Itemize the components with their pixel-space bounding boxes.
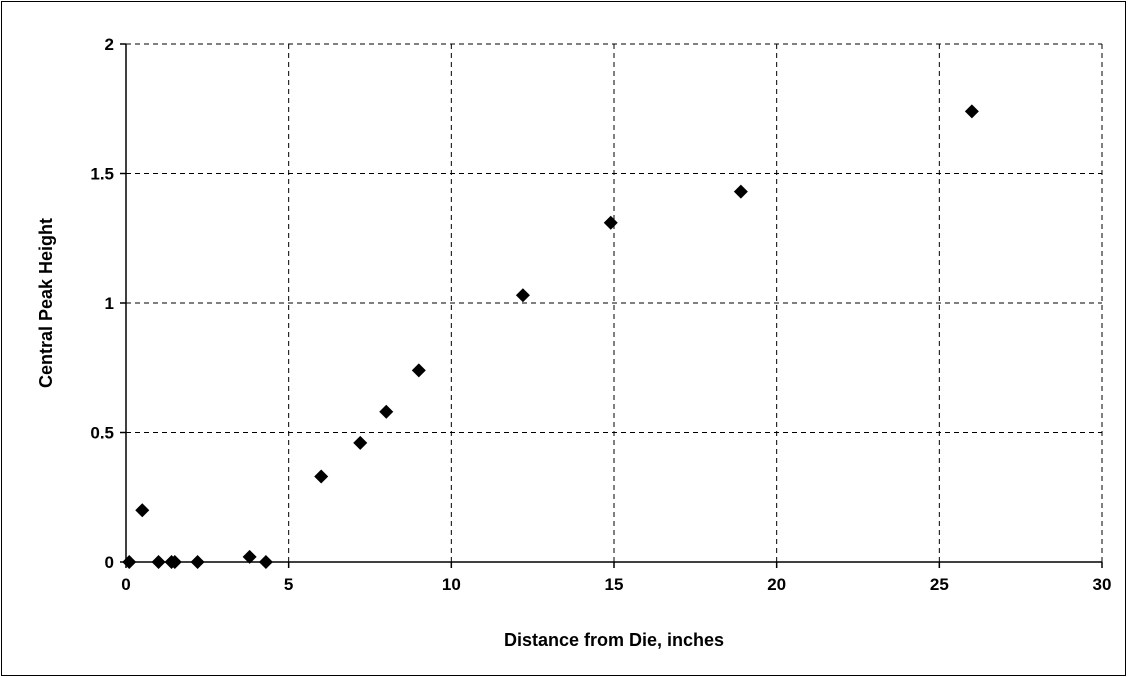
x-axis-title: Distance from Die, inches (504, 630, 724, 650)
x-tick-label: 30 (1093, 575, 1112, 594)
x-tick-label: 10 (442, 575, 461, 594)
data-point (135, 503, 149, 517)
y-tick-label: 2 (105, 35, 114, 54)
data-point (516, 288, 530, 302)
x-tick-label: 15 (605, 575, 624, 594)
data-point (259, 555, 273, 569)
y-tick-label: 1 (105, 294, 114, 313)
axes (120, 44, 1102, 568)
data-point (191, 555, 205, 569)
data-point (412, 363, 426, 377)
data-point (122, 555, 136, 569)
tick-labels: 00.511.520 5 10 15 20 25 30 (90, 35, 1111, 594)
x-tick-label: 25 (930, 575, 949, 594)
data-point (734, 185, 748, 199)
data-point (353, 436, 367, 450)
x-tick-label: 20 (767, 575, 786, 594)
data-point (379, 405, 393, 419)
x-tick-label: 5 (284, 575, 293, 594)
data-point (965, 104, 979, 118)
y-tick-label: 0 (105, 553, 114, 572)
x-tick-label: 0 (121, 575, 130, 594)
y-tick-label: 1.5 (90, 165, 114, 184)
data-point (604, 216, 618, 230)
data-point (152, 555, 166, 569)
y-tick-label: 0.5 (90, 424, 114, 443)
y-axis-title: Central Peak Height (36, 218, 56, 388)
grid-lines (126, 44, 1102, 562)
data-points (122, 104, 979, 569)
data-point (314, 470, 328, 484)
